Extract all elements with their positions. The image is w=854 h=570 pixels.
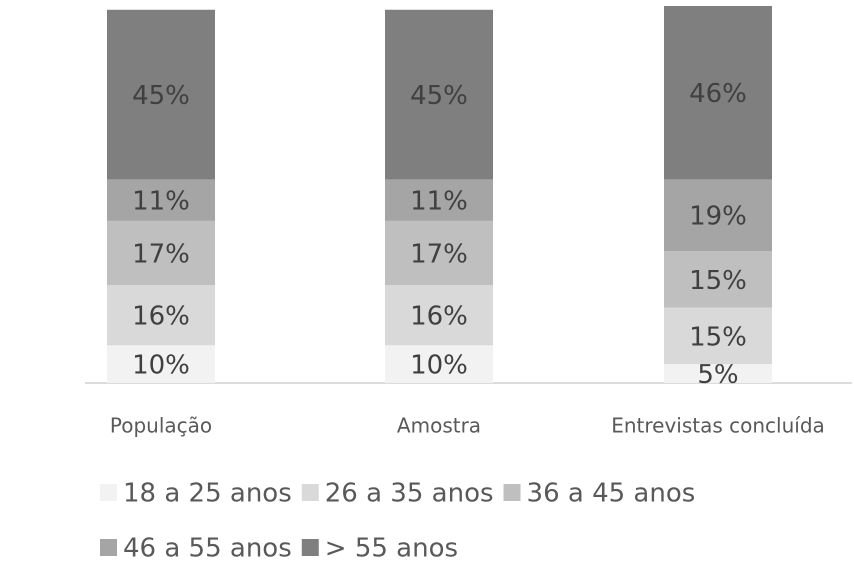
bar-segment (385, 9, 493, 180)
data-label: 46% (689, 79, 747, 109)
data-label: 15% (689, 266, 747, 296)
legend-label: 26 a 35 anos (325, 479, 494, 509)
bar-segment (107, 220, 215, 285)
bar-segment (385, 345, 493, 383)
bar-segment (107, 179, 215, 221)
legend-swatch (100, 484, 117, 501)
bar-segment (664, 251, 772, 308)
bar-segment (385, 220, 493, 285)
bar-segment (107, 284, 215, 346)
legend-label: 18 a 25 anos (123, 479, 292, 509)
bar-segment (107, 9, 215, 180)
data-label: 45% (132, 81, 190, 111)
data-label: 15% (689, 322, 747, 352)
data-label: 10% (410, 351, 468, 381)
x-tick-label: Entrevistas concluída (611, 414, 825, 438)
bar-segment (664, 364, 772, 383)
bar-segment (664, 6, 772, 180)
x-tick-label: Amostra (397, 414, 481, 438)
data-label: 17% (132, 239, 190, 269)
legend-label: 46 a 55 anos (123, 534, 292, 564)
data-label: 17% (410, 239, 468, 269)
legend-swatch (100, 539, 117, 556)
data-label: 11% (132, 187, 190, 217)
legend-label: > 55 anos (325, 534, 458, 564)
legend-swatch (301, 539, 319, 556)
bar-segment (664, 179, 772, 252)
data-label: 19% (689, 202, 747, 232)
data-label: 45% (410, 81, 468, 111)
legend-swatch (301, 484, 319, 501)
data-label: 11% (410, 187, 468, 217)
data-label: 16% (132, 302, 190, 332)
bar-segment (385, 284, 493, 346)
bar-segment (664, 307, 772, 365)
data-label: 5% (697, 360, 738, 390)
legend-label: 36 a 45 anos (527, 479, 696, 509)
x-tick-label: População (110, 414, 212, 438)
bar-segment (107, 345, 215, 383)
data-label: 10% (132, 351, 190, 381)
bar-segment (385, 179, 493, 221)
legend-swatch (503, 484, 521, 501)
data-label: 16% (410, 302, 468, 332)
